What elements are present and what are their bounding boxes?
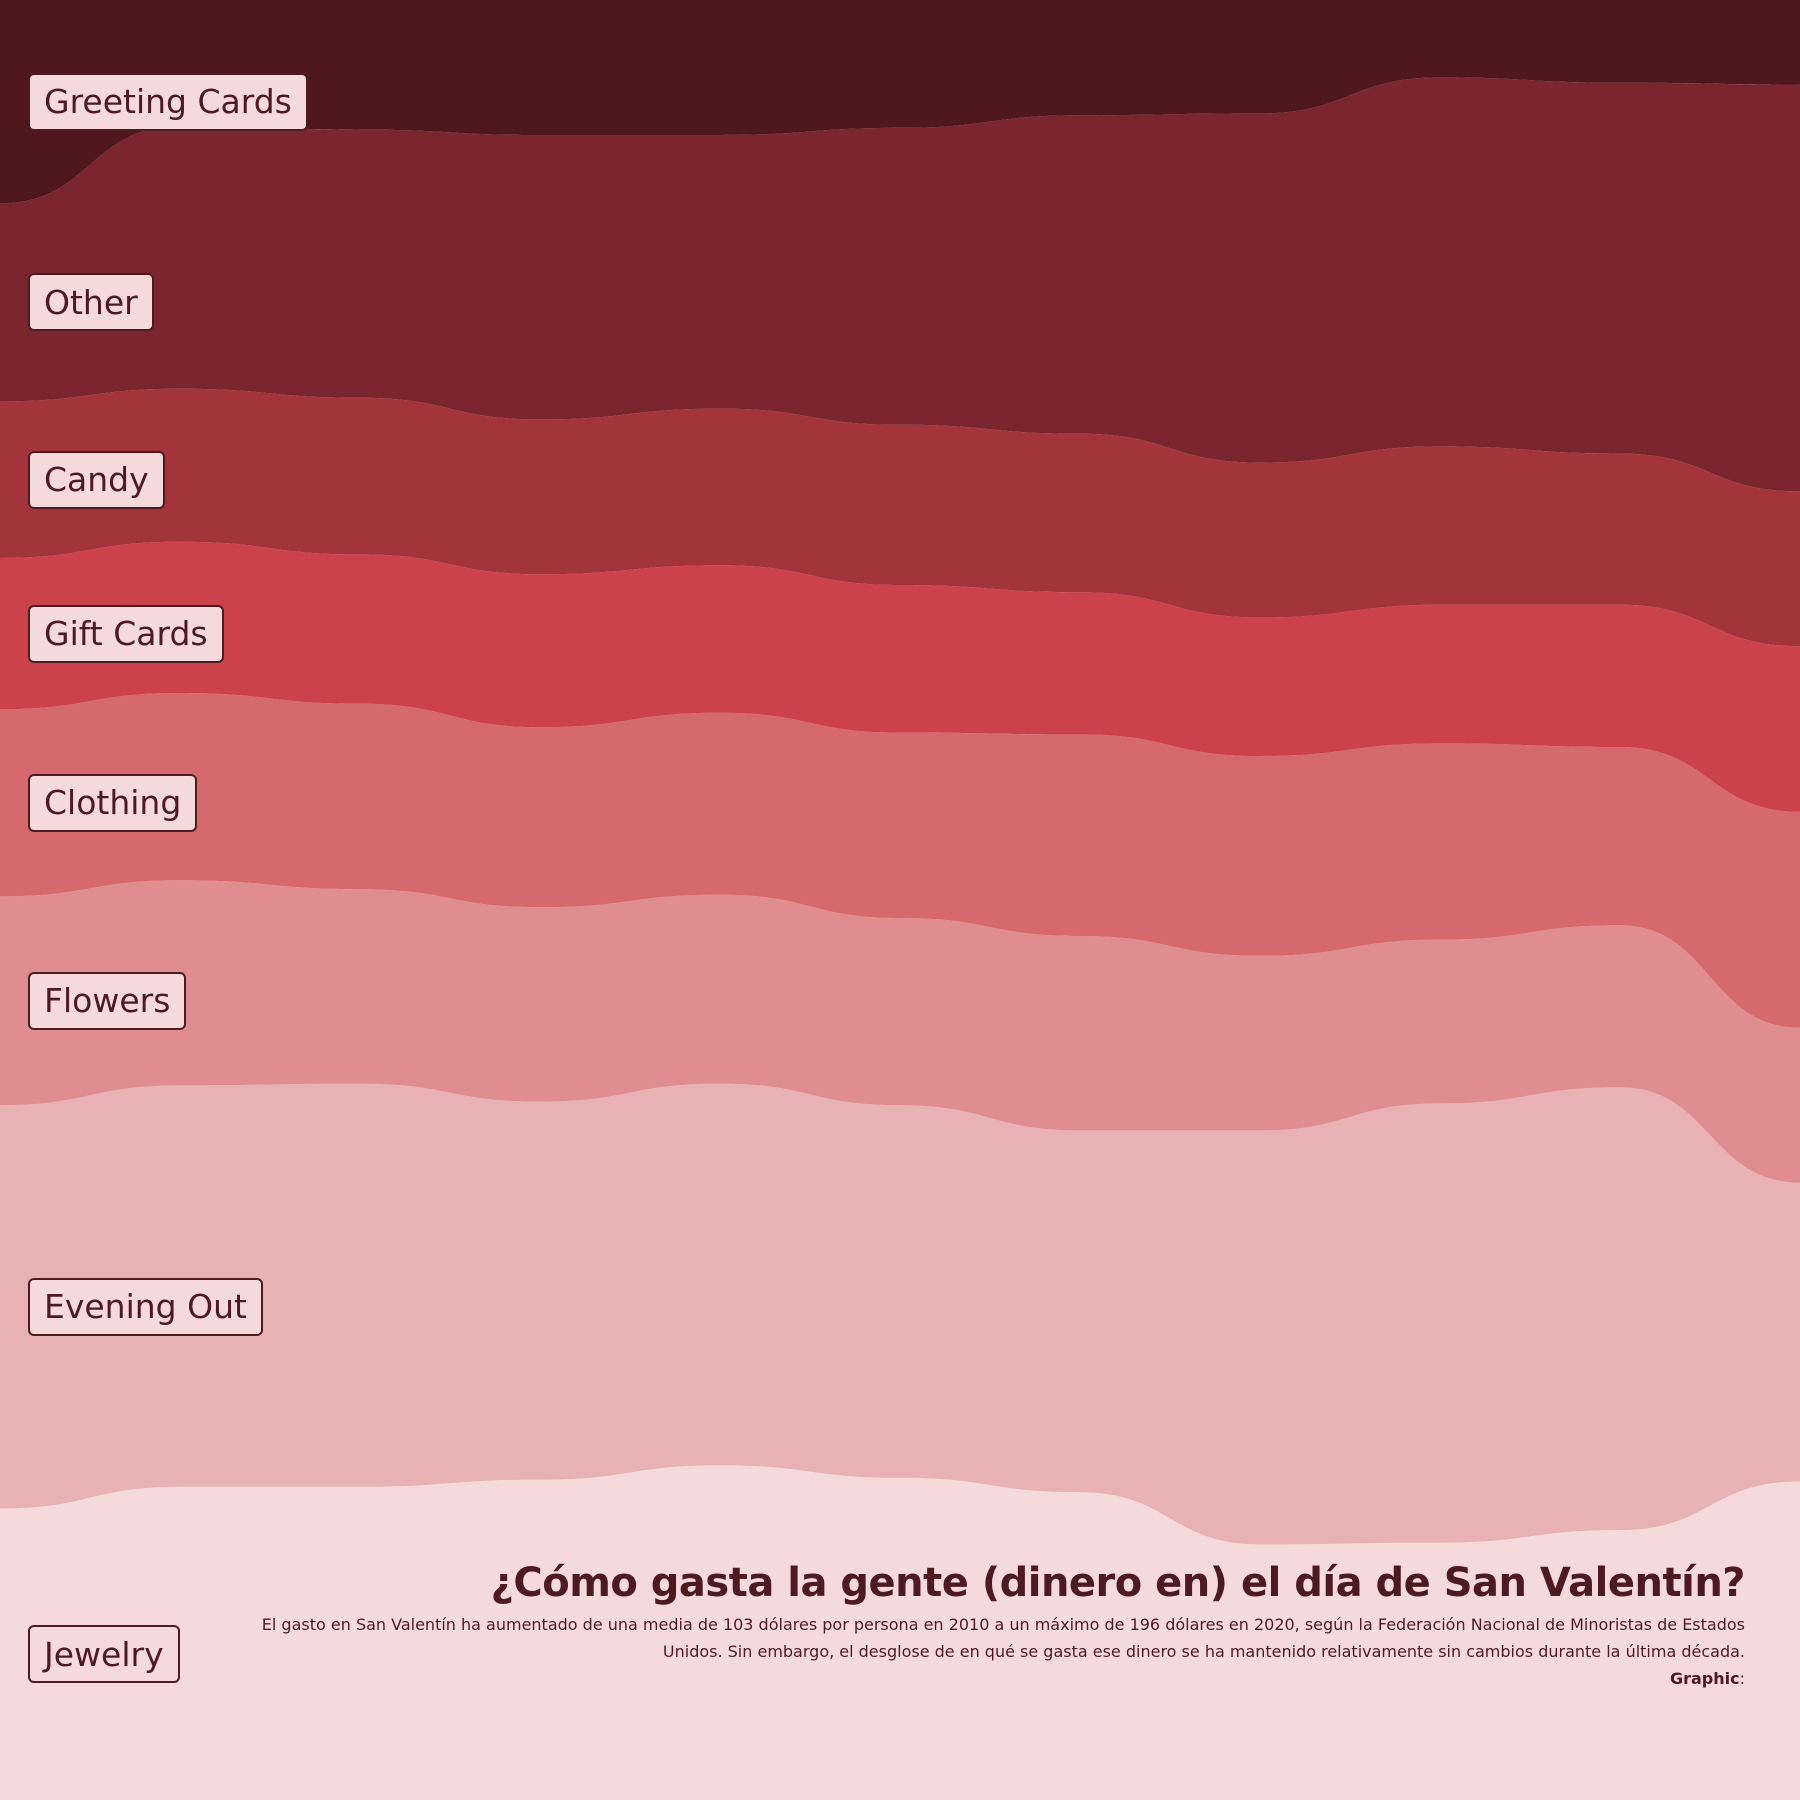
area-jewelry	[0, 1465, 1800, 1800]
area-candy	[0, 388, 1800, 647]
label-greeting-cards: Greeting Cards	[28, 72, 308, 131]
area-other	[0, 77, 1800, 492]
label-other: Other	[28, 273, 154, 332]
label-candy: Candy	[28, 450, 165, 509]
label-evening-out: Evening Out	[28, 1277, 263, 1336]
area-gift-cards	[0, 541, 1800, 812]
label-flowers: Flowers	[28, 971, 187, 1030]
area-greeting-cards	[0, 0, 1800, 204]
label-jewelry: Jewelry	[28, 1625, 180, 1684]
credit-value: :	[1739, 1669, 1745, 1688]
chart-subtitle: El gasto en San Valentín ha aumentado de…	[261, 1615, 1745, 1661]
title-block: ¿Cómo gasta la gente (dinero en) el día …	[245, 1555, 1746, 1692]
graphic-credit: Graphic:	[245, 1665, 1745, 1692]
credit-label: Graphic	[1669, 1669, 1740, 1688]
area-clothing	[0, 693, 1800, 1028]
area-flowers	[0, 880, 1800, 1183]
label-gift-cards: Gift Cards	[28, 604, 224, 663]
chart-title: ¿Cómo gasta la gente (dinero en) el día …	[490, 1560, 1746, 1606]
label-clothing: Clothing	[28, 773, 198, 832]
area-evening-out	[0, 1083, 1800, 1545]
